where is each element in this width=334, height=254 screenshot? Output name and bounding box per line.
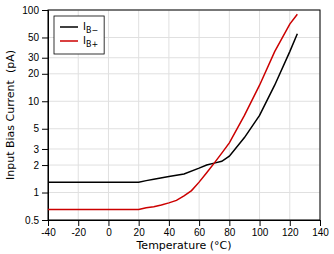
legend-label: IB+	[83, 35, 98, 48]
grid-line-x	[168, 10, 169, 220]
tick-label: 60	[194, 227, 206, 238]
grid-line-y	[48, 165, 320, 166]
y-axis: 0.5 1 2 3 5 10 20 30 50 100	[22, 5, 48, 226]
tick-mark	[42, 101, 48, 102]
legend-label: IB−	[83, 21, 98, 34]
legend-swatch	[60, 40, 78, 42]
tick: 60	[194, 220, 206, 238]
axis-line	[49, 221, 321, 227]
tick-label: 50	[28, 32, 40, 43]
tick-mark	[290, 220, 291, 226]
tick-mark	[229, 220, 230, 226]
tick-mark	[42, 193, 48, 194]
series-line	[48, 14, 297, 209]
tick-mark	[42, 149, 48, 150]
tick: 100	[252, 220, 269, 238]
tick-label: 140	[312, 227, 329, 238]
tick-mark	[42, 165, 48, 166]
plot: -40 -20 0 20 40 60 80 100 120 140 0.5 1 2 3 5 10 20 30 50 1…	[4, 5, 329, 252]
x-axis: -40 -20 0 20 40 60 80 100 120 140	[41, 220, 329, 238]
grid-line-x	[229, 10, 230, 220]
grid-line-y	[48, 148, 320, 149]
grid-line-x	[108, 10, 109, 220]
tick-mark	[169, 220, 170, 226]
tick-label: 100	[252, 227, 269, 238]
series-group	[48, 14, 297, 209]
x-axis-title: Temperature (°C)	[136, 239, 232, 252]
tick: 3	[33, 144, 48, 155]
grid-line-y	[48, 101, 320, 102]
tick-mark	[42, 220, 48, 221]
plot-frame	[48, 10, 320, 220]
tick-label: 3	[33, 144, 39, 155]
tick: -20	[71, 220, 86, 238]
tick-mark	[42, 37, 48, 38]
legend-box	[54, 16, 104, 54]
tick-label: 10	[28, 96, 40, 107]
axis-line	[42, 11, 49, 221]
tick-mark	[42, 129, 48, 130]
tick-label: 30	[28, 52, 40, 63]
tick-label: 40	[164, 227, 176, 238]
tick: 140	[312, 220, 329, 238]
grid-line-y	[48, 192, 320, 193]
tick-mark	[260, 220, 261, 226]
tick-label: 20	[134, 227, 146, 238]
tick: 30	[28, 52, 48, 63]
grid-line-x	[138, 10, 139, 220]
grid-line-x	[199, 10, 200, 220]
tick: 0	[106, 220, 112, 238]
tick-label: 100	[22, 5, 39, 16]
tick-label: 20	[28, 68, 40, 79]
tick-mark	[78, 220, 79, 226]
tick: 20	[28, 68, 48, 79]
grid-line-x	[289, 10, 290, 220]
tick-label: -40	[41, 227, 56, 238]
tick-mark	[199, 220, 200, 226]
tick-mark	[320, 220, 321, 226]
tick: 1	[33, 187, 48, 198]
tick-label: 1	[33, 187, 39, 198]
grid-line-y	[48, 57, 320, 58]
series-line	[48, 34, 297, 182]
tick-label: 2	[33, 160, 39, 171]
tick: 40	[164, 220, 176, 238]
legend-label-sub: B+	[86, 40, 98, 49]
tick-mark	[108, 220, 109, 226]
legend-label-sub: B−	[86, 26, 98, 35]
tick-label: 0.5	[25, 215, 39, 226]
tick-mark	[42, 74, 48, 75]
grid-line-y	[48, 128, 320, 129]
tick-mark	[42, 10, 48, 11]
tick: 120	[282, 220, 299, 238]
tick-mark	[139, 220, 140, 226]
tick-label: 5	[33, 123, 39, 134]
y-axis-title: Input Bias Current (pA)	[4, 50, 17, 180]
tick-mark	[42, 58, 48, 59]
tick-label: 120	[282, 227, 299, 238]
tick-label: -20	[71, 227, 86, 238]
legend: IB−IB+	[54, 16, 104, 54]
tick: 100	[22, 5, 48, 16]
tick: 2	[33, 160, 48, 171]
legend-swatch	[60, 26, 78, 28]
tick: 5	[33, 123, 48, 134]
tick: -40	[41, 220, 56, 238]
tick: 20	[134, 220, 146, 238]
tick: 10	[28, 96, 48, 107]
tick-label: 80	[224, 227, 236, 238]
tick-label: 0	[106, 227, 112, 238]
tick: 0.5	[25, 215, 48, 226]
grid	[48, 10, 320, 220]
tick: 50	[28, 32, 48, 43]
chart: -40 -20 0 20 40 60 80 100 120 140 0.5 1 2 3 5 10 20 30 50 1…	[0, 0, 334, 254]
tick: 80	[224, 220, 236, 238]
